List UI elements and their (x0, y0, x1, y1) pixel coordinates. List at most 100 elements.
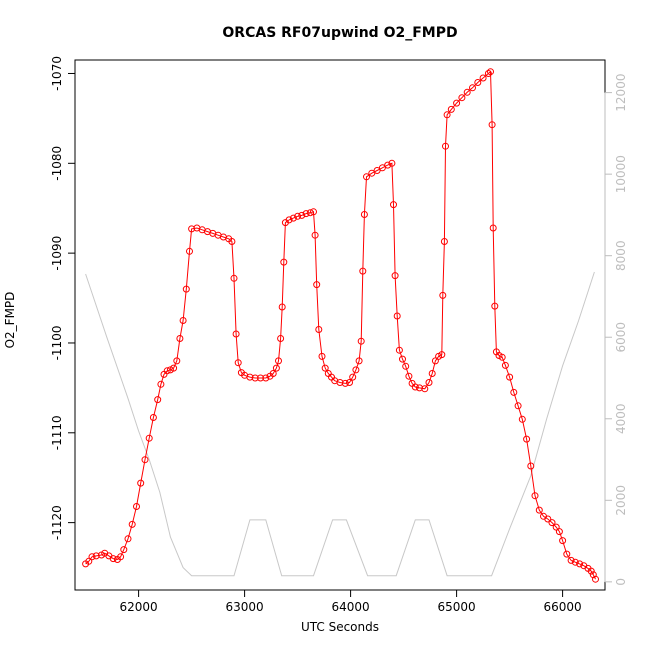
chart-title: ORCAS RF07upwind O2_FMPD (222, 25, 457, 41)
o2-fmpd-point (501, 361, 509, 369)
o2-fmpd-point (440, 238, 448, 245)
o2-fmpd-point (246, 373, 254, 381)
o2-fmpd-point (567, 556, 575, 564)
o2-fmpd-point (548, 519, 556, 527)
o2-fmpd-point (157, 380, 165, 388)
o2-fmpd-point (514, 402, 522, 410)
x-tick-label: 65000 (438, 600, 476, 614)
o2-fmpd-point (251, 374, 259, 382)
o2-fmpd-point (425, 379, 433, 386)
y-tick-label: -1100 (50, 326, 64, 361)
o2-fmpd-point (315, 326, 323, 333)
o2-fmpd-point (552, 523, 560, 531)
o2-fmpd-point (491, 302, 499, 310)
o2-fmpd-point (487, 68, 494, 76)
o2-fmpd-point (336, 379, 344, 386)
o2-fmpd-point (563, 550, 571, 558)
o2-fmpd-point (453, 99, 461, 107)
o2-fmpd-point (318, 352, 326, 360)
x-axis-label: UTC Seconds (301, 620, 379, 634)
o2-fmpd-point (405, 372, 413, 380)
o2-fmpd-point (489, 224, 497, 232)
o2-fmpd-point (438, 351, 446, 359)
o2-fmpd-point (368, 169, 376, 177)
o2-fmpd-point (518, 415, 526, 423)
o2-fmpd-point (576, 560, 584, 568)
right-y-tick-label: 8000 (614, 240, 628, 271)
o2-fmpd-point (357, 337, 365, 345)
o2-fmpd-series (82, 68, 599, 583)
o2-fmpd-point (479, 74, 487, 82)
o2-fmpd-point (289, 214, 297, 222)
o2-fmpd-point (431, 357, 439, 365)
o2-fmpd-point (311, 231, 319, 239)
o2-fmpd-point (306, 209, 314, 217)
o2-fmpd-point (523, 435, 531, 443)
o2-fmpd-point (544, 515, 552, 523)
o2-fmpd-point (85, 557, 93, 565)
o2-fmpd-point (391, 272, 399, 280)
o2-fmpd-point (298, 211, 306, 219)
o2-fmpd-point (402, 362, 410, 370)
o2-fmpd-point (269, 370, 277, 377)
o2-fmpd-point (280, 258, 288, 266)
o2-fmpd-point (154, 396, 162, 404)
o2-fmpd-point (109, 555, 117, 563)
o2-fmpd-point (234, 359, 242, 367)
o2-fmpd-point (275, 357, 282, 365)
o2-fmpd-point (555, 528, 563, 536)
o2-fmpd-point (349, 373, 357, 381)
right-y-tick-label: 6000 (614, 322, 628, 353)
right-y-tick-label: 10000 (614, 155, 628, 193)
o2-fmpd-point (363, 173, 370, 181)
y-tick-label: -1090 (50, 236, 64, 271)
right-y-axis: 0 2000 4000 6000 8000 10000 12000 (604, 74, 628, 586)
y-tick-label: -1110 (50, 415, 64, 450)
o2-fmpd-point (262, 374, 270, 382)
y-tick-label: -1080 (50, 146, 64, 181)
o2-fmpd-point (137, 479, 145, 487)
o2-fmpd-point (173, 357, 181, 365)
o2-fmpd-point (592, 575, 599, 583)
o2-fmpd-point (393, 312, 401, 320)
right-y-tick-label: 0 (614, 578, 628, 586)
o2-fmpd-point (141, 456, 149, 464)
o2-fmpd-point (535, 506, 543, 514)
o2-fmpd-point (388, 159, 396, 167)
altitude-line (85, 271, 595, 577)
o2-fmpd-point (321, 364, 329, 372)
o2-fmpd-point (571, 558, 579, 566)
x-axis: 62000 63000 64000 65000 66000 (120, 589, 582, 614)
o2-fmpd-point (390, 201, 397, 209)
o2-fmpd-point (120, 546, 128, 554)
o2-fmpd-point (186, 247, 193, 255)
o2-fmpd-point (411, 383, 419, 391)
right-y-tick-label: 4000 (614, 403, 628, 434)
o2-fmpd-point (484, 70, 492, 77)
o2-fmpd-point (230, 274, 238, 282)
o2-fmpd-point (399, 355, 406, 363)
o2-fmpd-point (447, 105, 455, 113)
o2-fmpd-point (176, 335, 184, 342)
o2-fmpd-point (355, 357, 363, 365)
o2-fmpd-point (439, 291, 447, 299)
right-y-tick-label: 2000 (614, 485, 628, 516)
altitude-series (85, 271, 595, 577)
x-tick-label: 66000 (544, 600, 582, 614)
o2-fmpd-point (395, 346, 403, 354)
o2-fmpd-point (182, 285, 190, 293)
o2-fmpd-point (531, 492, 539, 500)
o2-fmpd-point (443, 111, 451, 119)
o2-fmpd-point (133, 503, 140, 510)
y-axis-label: O2_FMPD (3, 292, 17, 349)
o2-fmpd-point (346, 379, 353, 386)
o2-fmpd-point (128, 520, 136, 528)
o2-fmpd-point (257, 374, 264, 382)
o2-fmpd-point (527, 462, 535, 470)
y-axis: -1120 -1110 -1100 -1090 -1080 -1070 (50, 56, 76, 540)
o2-fmpd-point (463, 88, 471, 96)
o2-fmpd-point (294, 212, 302, 220)
o2-fmpd-line (85, 70, 596, 580)
o2-fmpd-point (310, 208, 317, 216)
o2-fmpd-point (559, 537, 567, 545)
